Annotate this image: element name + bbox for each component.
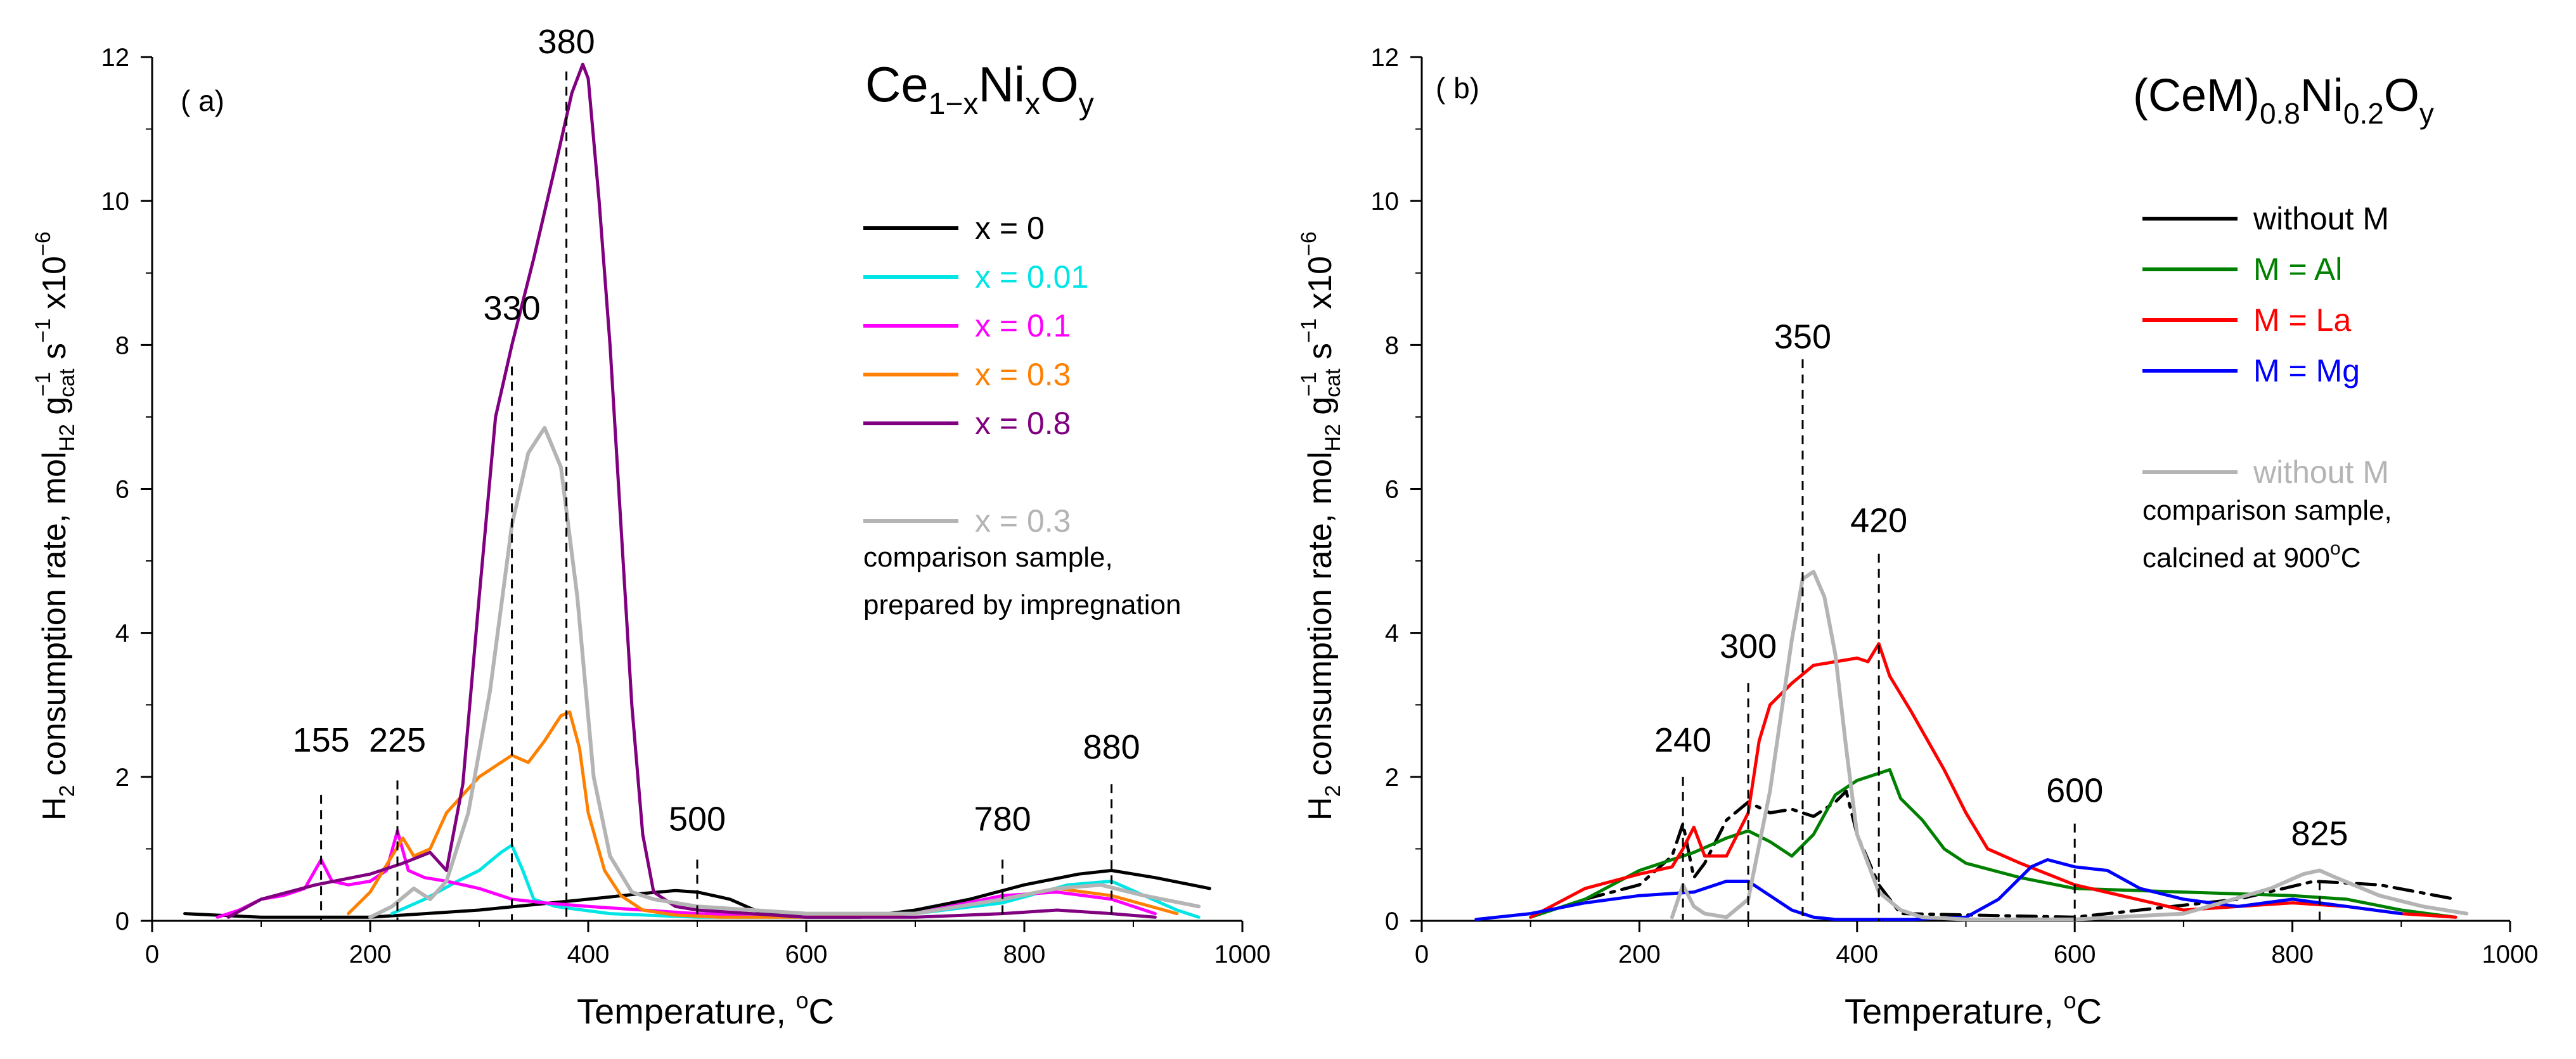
panel-b-y-tick-label: 12 bbox=[1371, 44, 1400, 72]
panel-b-y-tick-label: 4 bbox=[1385, 620, 1399, 648]
panel-a-y-tick-label: 0 bbox=[115, 908, 129, 935]
panel-a-y-tick-label: 10 bbox=[101, 188, 130, 215]
panel-a-plot-area: 0 200 400 600 800 1000 0 2 4 6 8 10 12 155 225 330 380 50… bbox=[101, 23, 1271, 968]
panel-b-y-tick-label: 2 bbox=[1385, 764, 1399, 792]
panel-b-title: (CeM)0.8Ni0.2Oy bbox=[2133, 70, 2434, 130]
panel-a-legend-label: x = 0.3 bbox=[975, 503, 1071, 539]
panel-b-series-line-2 bbox=[1529, 642, 2457, 919]
panel-b-legend-label: M = La bbox=[2253, 302, 2351, 338]
panel-a-legend-label: x = 0.3 bbox=[975, 357, 1071, 392]
panel-a-peak-label: 225 bbox=[369, 721, 426, 759]
panel-b-legend-label: without M bbox=[2253, 454, 2389, 490]
panel-b-legend-note-line-2: calcined at 900oC bbox=[2142, 538, 2360, 574]
panel-b-series-line-3 bbox=[1474, 858, 2403, 921]
panel-a-x-tick-label: 0 bbox=[145, 940, 159, 968]
panel-a-y-tick-label: 12 bbox=[101, 44, 130, 72]
panel-a-peak-label: 500 bbox=[669, 800, 726, 838]
panel-b-y-tick-label: 10 bbox=[1371, 188, 1400, 215]
panel-a-legend-label: x = 0.1 bbox=[975, 308, 1071, 343]
panel-b-label: ( b) bbox=[1436, 72, 1479, 105]
panel-a-x-tick-label: 1000 bbox=[1214, 940, 1271, 968]
panel-a-title: Ce1−xNixOy bbox=[865, 56, 1094, 121]
panel-b-legend-note-line-1: comparison sample, bbox=[2142, 495, 2392, 526]
panel-a-series-line-4 bbox=[226, 62, 1157, 919]
panel-a-y-tick-label: 4 bbox=[115, 620, 129, 648]
panel-a-label: ( a) bbox=[181, 84, 224, 117]
panel-b-legend-label: M = Mg bbox=[2253, 353, 2360, 388]
panel-b-peak-label: 240 bbox=[1654, 721, 1711, 759]
panel-a-x-tick-label: 200 bbox=[349, 940, 392, 968]
panel-b-legend-label: M = Al bbox=[2253, 252, 2342, 287]
panel-b-peak-label: 825 bbox=[2291, 814, 2348, 852]
panel-a-legend-label: x = 0 bbox=[975, 210, 1045, 246]
panel-a-y-tick-label: 6 bbox=[115, 476, 129, 504]
panel-b-peak-label: 350 bbox=[1774, 318, 1831, 356]
panel-a-legend-note-line-1: comparison sample, bbox=[863, 542, 1113, 573]
panel-b-x-tick-label: 0 bbox=[1415, 940, 1429, 968]
panel-a-peak-label: 330 bbox=[484, 289, 541, 327]
panel-b-x-tick-label: 200 bbox=[1618, 940, 1661, 968]
panel-a-series-line-1 bbox=[390, 844, 1201, 919]
panel-b-x-tick-label: 400 bbox=[1836, 940, 1878, 968]
panel-b-peak-label: 300 bbox=[1720, 627, 1777, 665]
panel-a-y-tick-label: 8 bbox=[115, 331, 129, 359]
panel-a-x-axis-label: Temperature, oC bbox=[577, 987, 834, 1031]
panel-b-y-tick-label: 6 bbox=[1385, 476, 1399, 504]
panel-b-y-tick-label: 0 bbox=[1385, 908, 1399, 935]
panel-b-y-axis-label: H2 consumption rate, molH2 g−1cat s−1 x1… bbox=[1297, 231, 1345, 821]
panel-b-peak-label: 600 bbox=[2046, 771, 2103, 809]
panel-a-x-tick-label: 600 bbox=[785, 940, 828, 968]
panel-b-legend: without M M = Al M = La M = Mg without M comp… bbox=[2142, 201, 2392, 574]
chart-panel-a: ( a) Ce1−xNixOy Temperature, oC H2 consu… bbox=[31, 23, 1270, 1031]
chart-panel-b: ( b) (CeM)0.8Ni0.2Oy Temperature, oC H2 … bbox=[1297, 44, 2538, 1031]
panel-b-plot-area: 0 200 400 600 800 1000 0 2 4 6 8 10 12 240 300 350 420 60… bbox=[1371, 44, 2539, 968]
panel-b-y-tick-label: 8 bbox=[1385, 331, 1399, 359]
panel-b-x-tick-label: 600 bbox=[2054, 940, 2096, 968]
panel-b-legend-label: without M bbox=[2253, 201, 2389, 236]
panel-b-x-tick-label: 1000 bbox=[2482, 940, 2539, 968]
panel-a-x-tick-label: 400 bbox=[567, 940, 610, 968]
panel-a-legend: x = 0 x = 0.01 x = 0.1 x = 0.3 x = 0.8 x = 0.… bbox=[863, 210, 1181, 620]
panel-b-series-line-4 bbox=[1670, 570, 2469, 921]
panel-a-legend-label: x = 0.8 bbox=[975, 406, 1071, 441]
panel-b-x-axis-label: Temperature, oC bbox=[1845, 987, 2102, 1031]
panel-a-y-tick-label: 2 bbox=[115, 764, 129, 792]
panel-a-y-axis-label: H2 consumption rate, molH2 g−1cat s−1 x1… bbox=[31, 231, 79, 821]
panel-a-series-line-5 bbox=[368, 426, 1201, 920]
panel-b-x-tick-label: 800 bbox=[2271, 940, 2314, 968]
panel-b-peak-label: 420 bbox=[1850, 501, 1907, 539]
panel-a-legend-note-line-2: prepared by impregnation bbox=[863, 589, 1181, 620]
panel-a-legend-label: x = 0.01 bbox=[975, 259, 1088, 295]
panel-a-x-tick-label: 800 bbox=[1003, 940, 1046, 968]
panel-a-peak-label: 380 bbox=[538, 23, 595, 61]
panel-a-peak-label: 880 bbox=[1083, 728, 1140, 766]
panel-b-series-line-1 bbox=[1529, 768, 2457, 919]
panel-a-peak-label: 155 bbox=[293, 721, 350, 759]
panel-a-peak-label: 780 bbox=[974, 800, 1031, 838]
